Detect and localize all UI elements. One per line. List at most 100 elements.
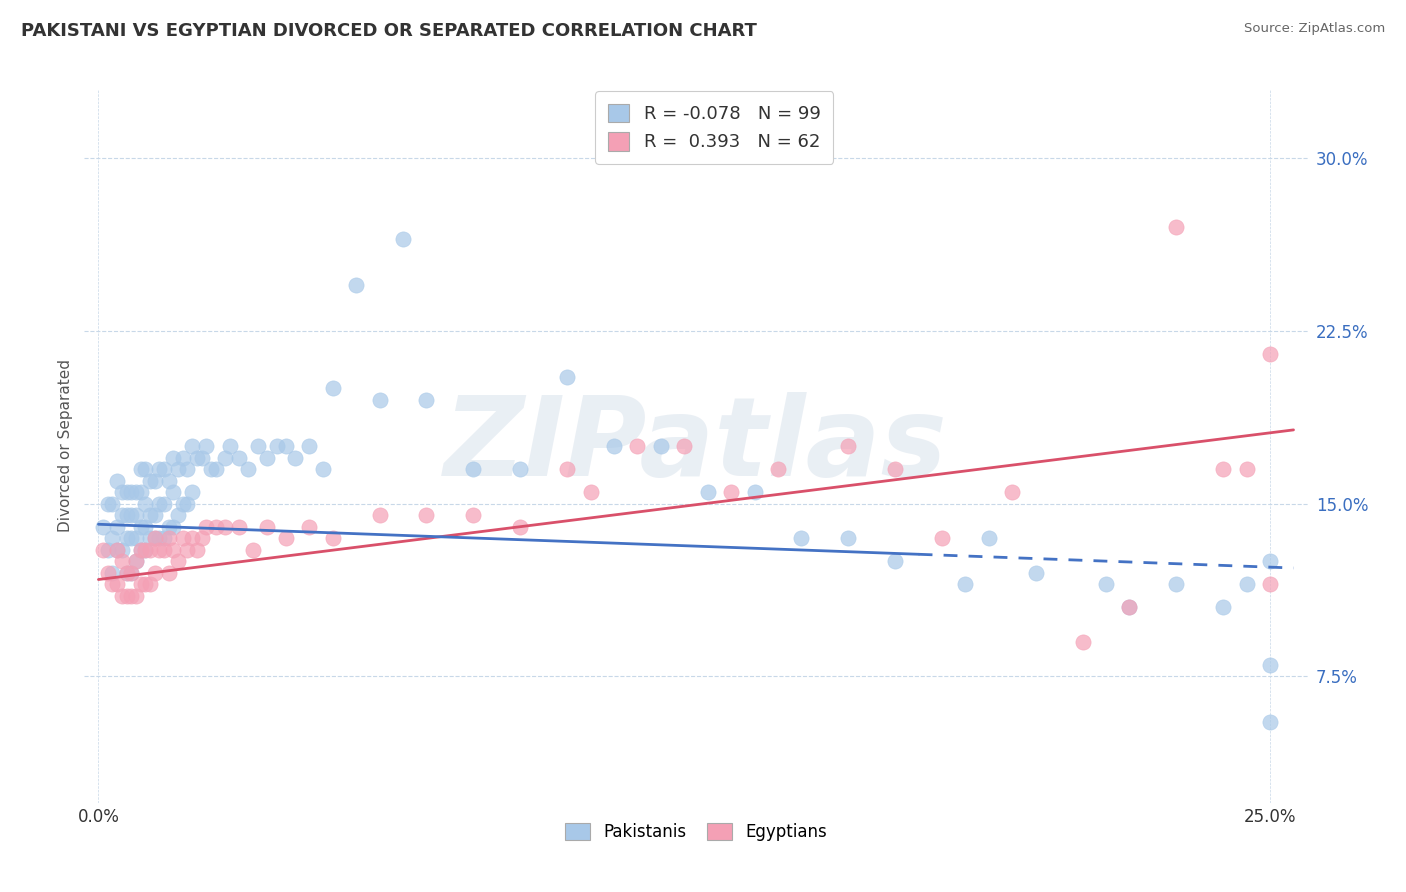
Point (111, 542, 134, 557)
Point (157, 531, 180, 545)
Point (626, 439, 648, 453)
Point (162, 519, 184, 533)
Point (125, 554, 148, 568)
Point (134, 519, 156, 533)
Point (720, 485, 742, 500)
Point (115, 531, 138, 545)
Point (977, 531, 1000, 545)
Point (238, 462, 260, 476)
Point (129, 542, 152, 557)
Point (200, 462, 222, 476)
Point (101, 577, 124, 591)
Point (129, 485, 152, 500)
Point (153, 542, 176, 557)
Point (143, 531, 166, 545)
Point (256, 450, 278, 465)
Point (125, 485, 148, 500)
Point (274, 439, 297, 453)
Point (153, 462, 176, 476)
Point (176, 497, 198, 511)
Point (242, 542, 264, 557)
Point (105, 577, 128, 591)
Point (1166, 220, 1188, 235)
Point (1071, 634, 1094, 648)
Point (228, 450, 250, 465)
Point (139, 577, 162, 591)
Point (125, 554, 148, 568)
Point (139, 542, 162, 557)
Point (134, 542, 156, 557)
Point (97, 566, 120, 580)
Point (125, 508, 148, 522)
Point (129, 577, 152, 591)
Point (931, 531, 953, 545)
Point (139, 474, 162, 488)
Point (143, 566, 166, 580)
Point (120, 531, 142, 545)
Point (111, 485, 134, 500)
Point (105, 519, 128, 533)
Point (181, 439, 204, 453)
Point (157, 519, 180, 533)
Point (1236, 577, 1258, 591)
Point (176, 542, 198, 557)
Point (218, 439, 240, 453)
Point (172, 531, 194, 545)
Point (256, 519, 278, 533)
Point (204, 519, 226, 533)
Point (167, 508, 190, 522)
Point (101, 497, 124, 511)
Point (266, 439, 288, 453)
Point (322, 531, 344, 545)
Point (101, 566, 124, 580)
Point (148, 497, 170, 511)
Point (129, 462, 152, 476)
Point (1025, 566, 1047, 580)
Point (148, 542, 170, 557)
Point (120, 566, 142, 580)
Point (228, 519, 250, 533)
Point (125, 589, 148, 603)
Point (246, 439, 269, 453)
Point (392, 232, 415, 246)
Point (1166, 577, 1188, 591)
Point (105, 542, 128, 557)
Point (322, 381, 344, 395)
Point (97, 497, 120, 511)
Text: Source: ZipAtlas.com: Source: ZipAtlas.com (1244, 22, 1385, 36)
Point (955, 577, 977, 591)
Point (186, 542, 208, 557)
Point (509, 462, 531, 476)
Point (120, 566, 142, 580)
Point (190, 531, 212, 545)
Point (344, 277, 367, 292)
Point (1258, 715, 1281, 730)
Point (167, 462, 190, 476)
Point (115, 566, 138, 580)
Point (884, 554, 907, 568)
Point (115, 508, 138, 522)
Point (1095, 577, 1118, 591)
Point (97, 542, 120, 557)
Point (91, 542, 114, 557)
Point (105, 542, 128, 557)
Point (650, 439, 672, 453)
Point (790, 531, 813, 545)
Point (298, 439, 321, 453)
Point (1258, 347, 1281, 361)
Point (167, 554, 190, 568)
Point (837, 439, 859, 453)
Point (172, 450, 194, 465)
Point (1258, 577, 1281, 591)
Point (274, 531, 297, 545)
Point (120, 485, 142, 500)
Point (214, 450, 236, 465)
Point (176, 462, 198, 476)
Point (1118, 600, 1140, 615)
Point (190, 450, 212, 465)
Point (312, 462, 335, 476)
Point (162, 542, 184, 557)
Point (139, 531, 162, 545)
Point (139, 508, 162, 522)
Point (463, 508, 485, 522)
